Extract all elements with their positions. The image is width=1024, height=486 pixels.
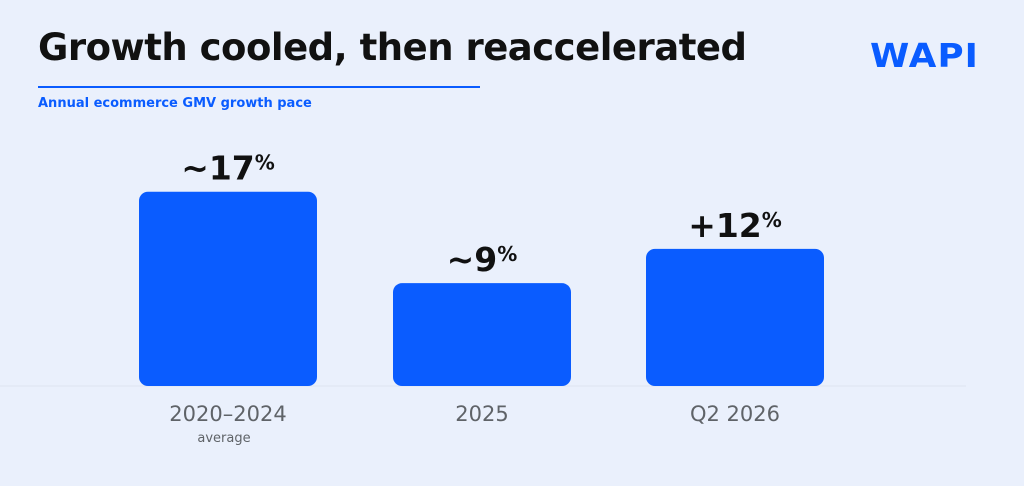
- bar-3: [646, 248, 824, 386]
- brand-logo: WAPI: [870, 36, 979, 75]
- bar-value-label-2: ~9%: [447, 240, 518, 279]
- bar-2: [393, 283, 571, 386]
- chart-subtitle: Annual ecommerce GMV growth pace: [38, 96, 312, 111]
- bar-value-label-1: ~17%: [181, 149, 275, 188]
- category-label-2: 2025: [455, 402, 508, 426]
- title-divider: [38, 86, 480, 88]
- bar-value-label-3: +12%: [688, 206, 782, 245]
- bars-layer: ~17% 2020–2024 average ~9% 2025 +12% Q2 2026: [139, 149, 824, 446]
- bar-1: [139, 191, 317, 386]
- category-sublabel-1: average: [197, 431, 250, 446]
- category-label-1: 2020–2024: [169, 402, 286, 426]
- category-label-3: Q2 2026: [690, 402, 780, 426]
- page-title: Growth cooled, then reaccelerated: [38, 26, 747, 69]
